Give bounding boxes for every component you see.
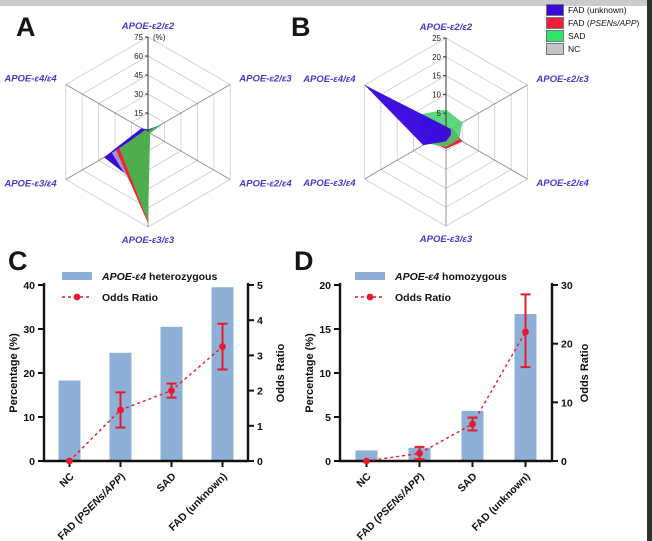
- legend-row-nc: NC: [546, 43, 639, 55]
- radar-axis-label: APOE-ε2/ε2: [121, 21, 175, 32]
- bar-legend-swatch: [355, 272, 385, 280]
- right-tick-label: 10: [561, 397, 573, 409]
- legend-row-sad: SAD: [546, 30, 639, 42]
- legend-label: NC: [568, 44, 581, 54]
- right-tick-label: 30: [561, 280, 573, 292]
- radar-series: [119, 121, 166, 222]
- sad-swatch: [546, 30, 564, 42]
- right-tick-label: 1: [257, 421, 263, 433]
- bar-legend-label: APOE-ε4 homozygous: [394, 271, 507, 283]
- top-edge-strip: [0, 0, 652, 6]
- radial-tick-label: 60: [134, 52, 143, 61]
- radar-axis-label: APOE-ε4/ε4: [302, 74, 356, 85]
- legend-label: SAD: [568, 31, 586, 41]
- radar-axis-label: APOE-ε3/ε3: [121, 235, 175, 246]
- category-label: FAD (unknown): [470, 471, 533, 534]
- radar-axis-label: APOE-ε3/ε3: [419, 234, 473, 245]
- bar: [461, 410, 484, 461]
- odds-ratio-point: [363, 457, 370, 465]
- right-tick-label: 3: [257, 350, 263, 362]
- radial-tick-label: 10: [432, 90, 441, 99]
- right-tick-label: 20: [561, 339, 573, 351]
- bar: [355, 450, 378, 461]
- odds-ratio-point: [168, 387, 175, 394]
- left-tick-label: 20: [23, 368, 35, 380]
- odds-ratio-point: [117, 406, 124, 414]
- right-tick-label: 0: [257, 456, 263, 468]
- radial-tick-label: 45: [134, 71, 143, 80]
- category-label: SAD: [154, 470, 178, 494]
- bar: [211, 287, 234, 461]
- bar: [58, 380, 81, 461]
- radial-tick-label: 5: [437, 109, 442, 118]
- radar-legend: FAD (unknown) FAD (PSENs/APP) SAD NC: [546, 4, 639, 56]
- category-label: SAD: [455, 470, 479, 494]
- right-axis-title: Odds Ratio: [275, 343, 287, 402]
- bar-legend-swatch: [62, 272, 92, 280]
- legend-row-fad-unknown: FAD (unknown): [546, 4, 639, 16]
- radial-tick-label: 75: [134, 33, 143, 42]
- bar-legend-label: APOE-ε4 heterozygous: [101, 271, 217, 283]
- odds-ratio-point: [469, 420, 476, 428]
- right-axis-title: Odds Ratio: [579, 343, 591, 402]
- radar-chart-apoe-percentage: 15 30 45 60 75 (%)APOE-ε2/ε2 APOE-ε2/ε3 APOE-ε2…: [3, 21, 292, 246]
- odds-ratio-point: [522, 328, 529, 336]
- left-tick-label: 0: [325, 456, 331, 468]
- left-axis-title: Percentage (%): [8, 333, 20, 413]
- legend-label: FAD (unknown): [568, 5, 627, 15]
- radial-tick-label: 15: [134, 109, 143, 118]
- category-label: NC: [57, 470, 77, 490]
- odds-ratio-point: [219, 343, 226, 350]
- odds-ratio-point: [416, 449, 423, 457]
- radar-axis-label: APOE-ε2/ε4: [535, 178, 589, 189]
- radial-tick-label: 20: [432, 53, 441, 62]
- radial-tick-label: 25: [432, 34, 441, 43]
- left-tick-label: 30: [23, 324, 35, 336]
- left-tick-label: 20: [319, 280, 331, 292]
- right-tick-label: 4: [257, 315, 263, 327]
- radar-series: [364, 85, 451, 146]
- right-tick-label: 5: [257, 280, 263, 292]
- right-tick-label: 2: [257, 386, 263, 398]
- left-axis-title: Percentage (%): [304, 333, 316, 413]
- radial-tick-label: 15: [432, 72, 441, 81]
- left-tick-label: 10: [23, 412, 35, 424]
- right-tick-label: 0: [561, 456, 567, 468]
- radar-axis-label: APOE-ε2/ε3: [238, 74, 292, 85]
- odds-legend-label: Odds Ratio: [102, 292, 158, 304]
- left-tick-label: 15: [319, 324, 331, 336]
- nc-swatch: [546, 43, 564, 55]
- left-tick-label: 10: [319, 368, 331, 380]
- left-tick-label: 40: [23, 280, 35, 292]
- odds-ratio-point: [66, 457, 73, 465]
- panel-b-letter: B: [291, 12, 311, 42]
- radar-axis-label: APOE-ε4/ε4: [3, 74, 57, 85]
- radar-axis-label: APOE-ε3/ε4: [3, 179, 57, 190]
- bar: [514, 314, 537, 461]
- radar-axis-label: APOE-ε3/ε4: [302, 178, 356, 189]
- odds-legend-marker: [73, 293, 81, 301]
- category-label: NC: [354, 470, 374, 490]
- fad-unknown-swatch: [546, 4, 564, 16]
- odds-legend-label: Odds Ratio: [395, 292, 451, 304]
- panel-a-letter: A: [16, 12, 36, 42]
- radar-axis-label: APOE-ε2/ε3: [535, 74, 589, 85]
- radial-unit-label: (%): [153, 33, 166, 42]
- radar-axis-label: APOE-ε2/ε2: [419, 22, 473, 33]
- legend-row-fad-psen: FAD (PSENs/APP): [546, 17, 639, 29]
- right-edge-strip: [647, 0, 652, 541]
- fad-psen-swatch: [546, 17, 564, 29]
- odds-legend-marker: [366, 293, 374, 301]
- radar-axis-label: APOE-ε2/ε4: [238, 179, 292, 190]
- legend-label: FAD (PSENs/APP): [568, 18, 640, 28]
- left-tick-label: 5: [325, 412, 331, 424]
- panel-c-letter: C: [8, 246, 28, 276]
- left-tick-label: 0: [29, 456, 35, 468]
- panel-d-letter: D: [294, 246, 314, 276]
- radial-tick-label: 30: [134, 90, 143, 99]
